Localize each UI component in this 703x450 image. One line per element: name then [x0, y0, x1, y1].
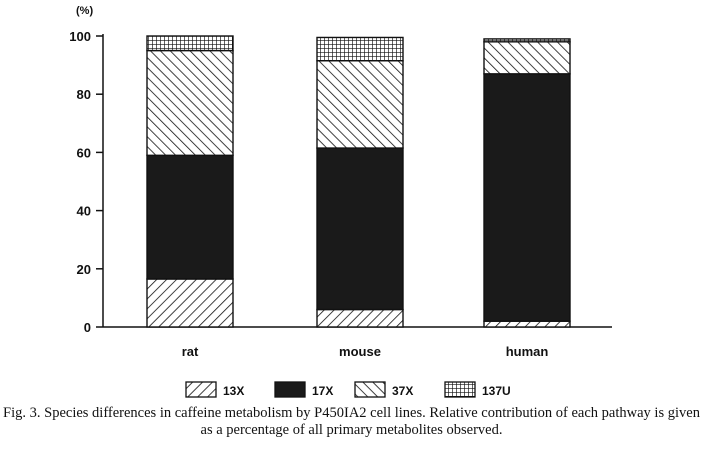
bar-segment-rat-37X — [146, 49, 234, 157]
bar-segment-human-17X — [483, 73, 571, 322]
legend-label-17X: 17X — [312, 384, 333, 398]
bars: rat mouse human — [146, 35, 571, 359]
y-tick-label: 40 — [77, 204, 91, 219]
y-tick-label: 100 — [69, 29, 91, 44]
legend-swatch-37X — [354, 381, 386, 398]
bar-segment-human-137U — [483, 38, 571, 43]
y-tick-label: 80 — [77, 87, 91, 102]
legend-swatch-137U — [444, 381, 476, 398]
bar-segment-rat-17X — [146, 154, 234, 280]
bar-segment-mouse-37X — [316, 60, 404, 149]
legend-label-37X: 37X — [392, 384, 413, 398]
legend-swatch-17X — [274, 381, 306, 398]
legend-label-137U: 137U — [482, 384, 511, 398]
bar-segment-human-37X — [483, 41, 571, 75]
y-tick-label: 20 — [77, 262, 91, 277]
category-label-human: human — [506, 344, 549, 359]
category-label-rat: rat — [182, 344, 199, 359]
y-tick-label: 0 — [84, 320, 91, 335]
y-axis-unit: (%) — [76, 5, 93, 17]
legend-label-13X: 13X — [223, 384, 244, 398]
y-tick-label: 60 — [77, 145, 91, 160]
category-label-mouse: mouse — [339, 344, 381, 359]
bar-segment-rat-137U — [146, 35, 234, 52]
bar-segment-rat-13X — [146, 278, 234, 328]
legend: 13X 17X 37X 137U — [185, 381, 511, 398]
bar-segment-mouse-13X — [316, 308, 404, 328]
bar-segment-mouse-137U — [316, 36, 404, 62]
bar-segment-human-13X — [483, 320, 571, 328]
figure-caption: Fig. 3. Species differences in caffeine … — [3, 405, 700, 438]
legend-swatch-13X — [185, 381, 217, 398]
bar-segment-mouse-17X — [316, 147, 404, 311]
